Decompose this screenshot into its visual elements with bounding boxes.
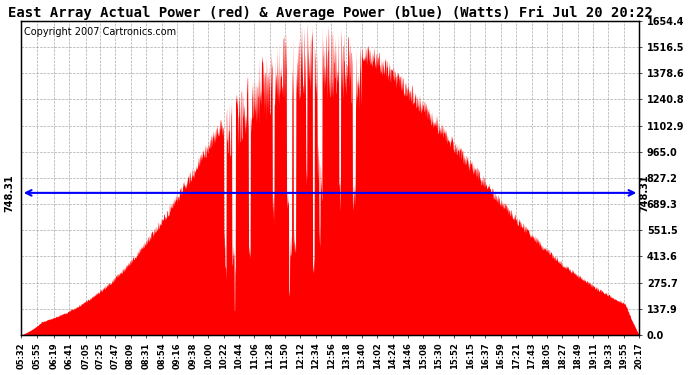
Text: 748.31: 748.31 xyxy=(639,174,649,212)
Text: 748.31: 748.31 xyxy=(5,174,14,212)
Text: Copyright 2007 Cartronics.com: Copyright 2007 Cartronics.com xyxy=(24,27,176,37)
Title: East Array Actual Power (red) & Average Power (blue) (Watts) Fri Jul 20 20:22: East Array Actual Power (red) & Average … xyxy=(8,6,653,20)
